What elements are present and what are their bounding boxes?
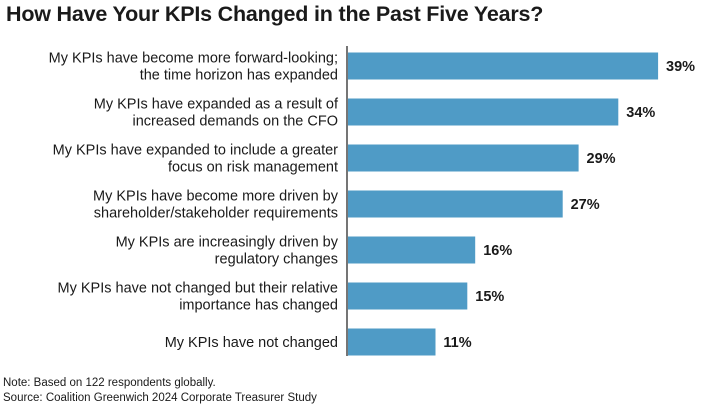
category-label-line: increased demands on the CFO xyxy=(132,114,338,130)
category-label-line: My KPIs have expanded to include a great… xyxy=(53,143,339,159)
category-label: My KPIs have become more driven by shareh… xyxy=(93,189,339,222)
category-label-line: My KPIs have not changed xyxy=(165,335,338,351)
category-label-line: My KPIs have become more driven by xyxy=(93,189,339,205)
chart-title: How Have Your KPIs Changed in the Past F… xyxy=(6,2,544,26)
category-label: My KPIs have not changed but their relat… xyxy=(58,281,339,314)
bar-value-label: 34% xyxy=(626,105,655,121)
bars-layer: 39% My KPIs have become more forward-look… xyxy=(49,51,695,356)
category-label-line: importance has changed xyxy=(179,298,338,314)
category-label-line: shareholder/stakeholder requirements xyxy=(94,206,338,222)
category-label-line: My KPIs have not changed but their relat… xyxy=(58,281,339,297)
bar xyxy=(348,98,619,126)
category-label: My KPIs have expanded to include a great… xyxy=(53,143,339,176)
bar-value-label: 11% xyxy=(443,335,471,351)
category-label: My KPIs have become more forward-looking… xyxy=(49,51,338,84)
bar-value-label: 39% xyxy=(666,59,695,75)
chart-note: Note: Based on 122 respondents globally. xyxy=(3,377,216,389)
bar xyxy=(348,236,476,264)
chart-source: Source: Coalition Greenwich 2024 Corpora… xyxy=(3,392,317,404)
category-label-line: the time horizon has expanded xyxy=(140,68,338,84)
category-label: My KPIs are increasingly driven by regula… xyxy=(116,235,339,268)
bar xyxy=(348,190,563,218)
bar xyxy=(348,282,468,310)
category-label: My KPIs have expanded as a result of incr… xyxy=(94,97,339,130)
bar-value-label: 15% xyxy=(475,289,504,305)
category-label-line: My KPIs are increasingly driven by xyxy=(116,235,339,251)
category-label: My KPIs have not changed xyxy=(165,335,338,351)
category-label-line: regulatory changes xyxy=(215,252,338,268)
bar xyxy=(348,328,436,356)
bar xyxy=(348,144,579,172)
bar-value-label: 29% xyxy=(587,151,616,167)
category-label-line: focus on risk management xyxy=(168,160,338,176)
bar-value-label: 16% xyxy=(483,243,512,259)
bar xyxy=(348,52,659,80)
bar-value-label: 27% xyxy=(571,197,600,213)
category-label-line: My KPIs have become more forward-looking… xyxy=(49,51,338,67)
category-label-line: My KPIs have expanded as a result of xyxy=(94,97,339,113)
